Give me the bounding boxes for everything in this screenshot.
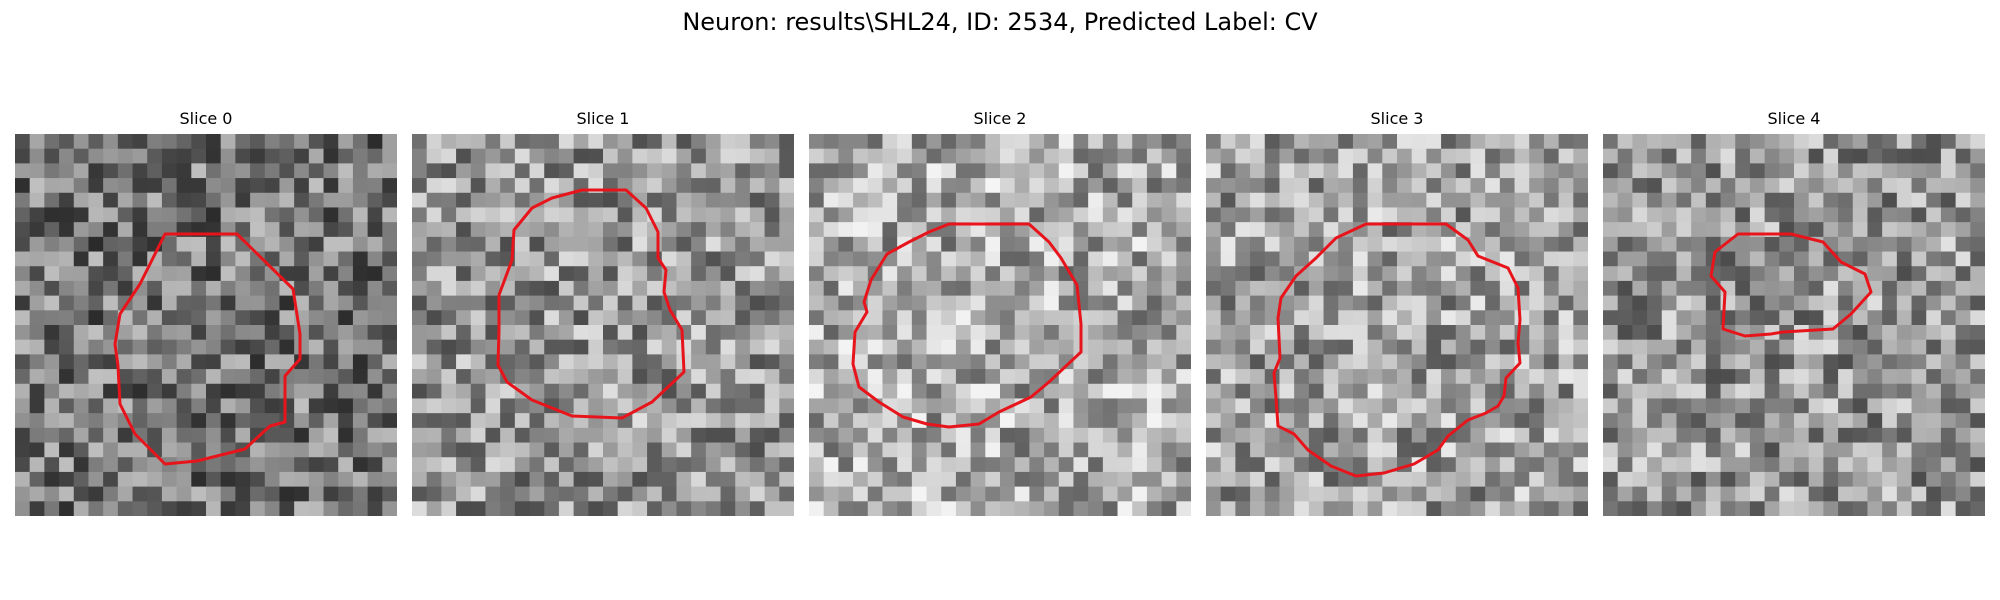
- pixel-grid: [1206, 134, 1588, 516]
- slice-title: Slice 0: [179, 109, 233, 128]
- pixel-grid: [412, 134, 794, 516]
- slice-panel: Slice 1: [412, 108, 794, 520]
- slice-title: Slice 2: [973, 109, 1027, 128]
- slice-image: [15, 134, 397, 516]
- figure-title: Neuron: results\SHL24, ID: 2534, Predict…: [682, 8, 1318, 36]
- roi-contour: [1709, 232, 1873, 338]
- slice-title: Slice 4: [1767, 109, 1821, 128]
- slice-image: [1603, 134, 1985, 516]
- slice-image: [412, 134, 794, 516]
- roi-contour: [1272, 222, 1522, 478]
- slice-image: [1206, 134, 1588, 516]
- slice-panel: Slice 4: [1603, 108, 1985, 520]
- pixel-grid: [809, 134, 1191, 516]
- roi-contour: [113, 232, 302, 466]
- slice-title: Slice 3: [1370, 109, 1424, 128]
- slice-panel: Slice 0: [15, 108, 397, 520]
- slice-image: [809, 134, 1191, 516]
- slice-title: Slice 1: [576, 109, 630, 128]
- slice-panel: Slice 3: [1206, 108, 1588, 520]
- slice-panel: Slice 2: [809, 108, 1191, 520]
- pixel-grid: [1603, 134, 1985, 516]
- roi-contour: [496, 188, 686, 420]
- roi-contour: [851, 222, 1083, 429]
